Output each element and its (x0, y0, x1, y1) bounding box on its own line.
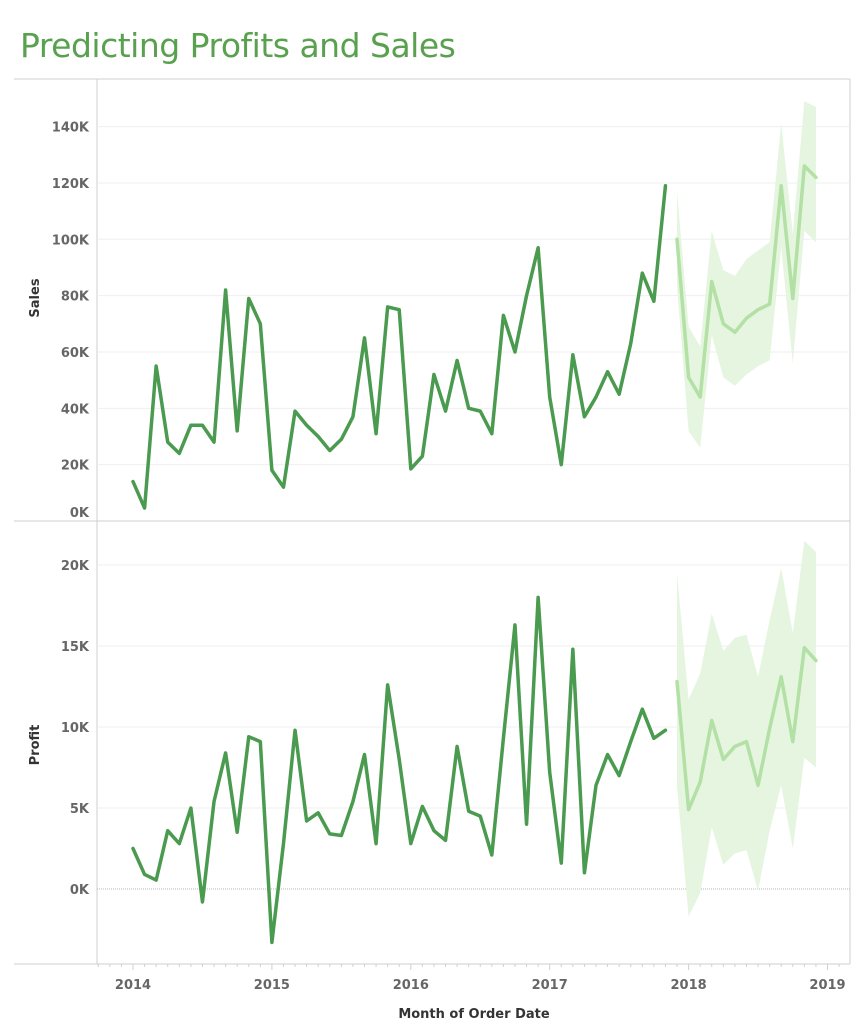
x-tick-label: 2015 (254, 978, 290, 993)
sales-y-tick-label: 100K (52, 233, 90, 248)
dashboard-title: Predicting Profits and Sales (20, 26, 456, 65)
profit-y-tick-label: 15K (61, 640, 90, 655)
profit-axis-label: Profit (28, 725, 43, 766)
profit-actual-line (131, 595, 668, 945)
sales-y-tick-label: 40K (61, 402, 90, 417)
profit-y-tick-label: 20K (61, 559, 90, 574)
profit-y-tick-label: 0K (70, 883, 90, 898)
sales-actual-line (131, 184, 668, 510)
sales-y-tick-label: 20K (61, 459, 90, 474)
x-tick-label: 2016 (393, 978, 429, 993)
sales-y-tick-label: 60K (61, 346, 90, 361)
sales-y-tick-label: 80K (61, 290, 90, 305)
x-axis-label: Month of Order Date (398, 1007, 550, 1022)
sales-y-tick-label: 140K (52, 121, 90, 136)
x-tick-label: 2014 (115, 978, 151, 993)
x-tick-label: 2019 (809, 978, 845, 993)
sales-y-tick-label: 120K (52, 177, 90, 192)
sales-y-tick-label: 0K (70, 506, 90, 521)
profit-y-tick-label: 5K (70, 802, 90, 817)
profit-y-tick-label: 10K (61, 721, 90, 736)
x-tick-label: 2017 (532, 978, 568, 993)
x-tick-label: 2018 (671, 978, 707, 993)
sales-axis-label: Sales (28, 278, 43, 317)
profit-forecast-band (677, 540, 816, 917)
